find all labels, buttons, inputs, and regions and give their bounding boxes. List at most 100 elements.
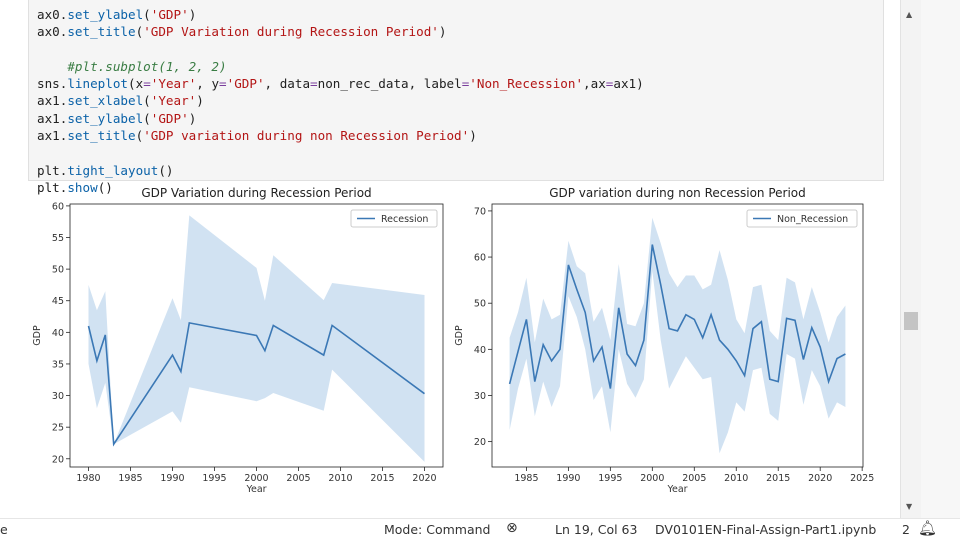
- y-tick-label: 45: [52, 296, 64, 307]
- notebook-area: ax0.set_ylabel('GDP') ax0.set_title('GDP…: [0, 0, 900, 518]
- code-token: set_title: [67, 24, 136, 40]
- y-tick-label: 30: [474, 391, 486, 402]
- code-token: ax1): [613, 76, 644, 92]
- chart-title: GDP Variation during Recession Period: [141, 186, 371, 200]
- x-tick-label: 1985: [514, 473, 538, 484]
- code-token: ax0.: [37, 7, 68, 22]
- x-tick-label: 2015: [370, 473, 394, 484]
- y-tick-label: 70: [474, 206, 486, 217]
- code-token: set_xlabel: [67, 93, 144, 109]
- x-tick-label: 2000: [244, 473, 268, 484]
- code-token: set_title: [67, 128, 136, 144]
- code-line: ax0.set_ylabel('GDP'): [37, 7, 196, 22]
- y-tick-label: 50: [474, 299, 486, 310]
- plot-figure: 1980 1985 1990 1995 2000 2005 2010 2015 20202025…: [32, 186, 874, 495]
- x-tick-label: 1990: [556, 473, 580, 484]
- status-mode[interactable]: Mode: Command: [384, 522, 491, 537]
- code-token: set_ylabel: [67, 7, 144, 22]
- code-token: (: [135, 24, 144, 40]
- scroll-down-icon[interactable]: ▼: [906, 502, 913, 511]
- code-token: tight_layout: [67, 162, 159, 178]
- y-tick-label: 40: [52, 328, 64, 339]
- x-tick-label: 2005: [286, 473, 310, 484]
- y-tick-label: 20: [52, 454, 64, 465]
- code-token: (): [158, 162, 174, 178]
- chart-title: GDP variation during non Recession Perio…: [549, 186, 806, 200]
- code-token: 'GDP Variation during Recession Period': [143, 24, 439, 40]
- y-tick-label: 35: [52, 359, 64, 370]
- y-tick-label: 60: [52, 201, 64, 212]
- legend-box: [746, 209, 858, 228]
- legend-label: Recession: [381, 214, 428, 225]
- scrollbar-thumb[interactable]: [904, 312, 918, 330]
- code-line: ax1.set_xlabel('Year'): [37, 93, 204, 108]
- cell-output: 1980 1985 1990 1995 2000 2005 2010 2015 2020 20 25…: [0, 182, 900, 518]
- legend: Recession: [350, 209, 438, 228]
- code-token: set_ylabel: [67, 110, 144, 126]
- x-tick-label: 1990: [160, 473, 184, 484]
- code-line: plt.tight_layout(): [37, 163, 174, 178]
- code-token: =: [310, 76, 318, 92]
- x-tick-label: 2010: [328, 473, 352, 484]
- code-token: ): [188, 110, 197, 126]
- status-left-text: e: [0, 522, 8, 537]
- status-bar: e Mode: Command ⊗ Ln 19, Col 63 DV0101EN…: [0, 518, 960, 541]
- status-filename[interactable]: DV0101EN-Final-Assign-Part1.ipynb: [655, 522, 877, 537]
- status-cursor-position[interactable]: Ln 19, Col 63: [555, 522, 638, 537]
- y-tick-label: 20: [474, 437, 486, 448]
- x-tick-label: 2010: [724, 473, 748, 484]
- code-token: (x: [128, 76, 144, 92]
- code-token: (): [97, 179, 113, 195]
- code-token: ): [469, 128, 477, 144]
- code-token: plt.: [37, 162, 68, 178]
- code-token: 'GDP variation during non Recession Peri…: [143, 128, 470, 144]
- x-tick-label: 2005: [682, 473, 706, 484]
- code-editor[interactable]: ax0.set_ylabel('GDP') ax0.set_title('GDP…: [37, 6, 644, 196]
- code-token: ax1.: [37, 110, 68, 126]
- code-token: 'GDP': [150, 7, 189, 22]
- code-line: #plt.subplot(1, 2, 2): [37, 59, 226, 74]
- code-line: ax1.set_title('GDP variation during non …: [37, 128, 477, 143]
- code-token: show: [67, 179, 98, 195]
- y-tick-label: 55: [52, 233, 64, 244]
- code-token: (: [143, 7, 151, 22]
- code-token: (: [143, 110, 151, 126]
- confidence-band: [88, 215, 425, 462]
- y-tick-label: 50: [52, 265, 64, 276]
- x-axis-label: Year: [666, 484, 687, 495]
- chart-2: 1985 1990 1995 2000 2005 2010 2015 2020 20252030…: [454, 186, 874, 495]
- code-line: plt.show(): [37, 180, 113, 195]
- code-token: 'Year': [150, 76, 197, 92]
- x-tick-label: 2020: [808, 473, 832, 484]
- x-tick-label: 1985: [118, 473, 142, 484]
- x-tick-label: 1995: [598, 473, 622, 484]
- code-cell[interactable]: ax0.set_ylabel('GDP') ax0.set_title('GDP…: [28, 0, 884, 195]
- y-tick-label: 25: [52, 423, 64, 434]
- chart-1: 1980 1985 1990 1995 2000 2005 2010 2015 20202025…: [32, 186, 444, 495]
- code-token: ): [188, 7, 197, 22]
- status-count: 2: [902, 522, 910, 537]
- vertical-scrollbar[interactable]: ▲ ▼: [900, 0, 921, 518]
- bell-icon[interactable]: 🔔︎: [918, 519, 938, 537]
- code-token: , data: [264, 76, 311, 92]
- notification-off-icon[interactable]: ⊗: [506, 520, 518, 536]
- x-tick-label: 2025: [850, 473, 874, 484]
- code-token: ): [196, 93, 204, 109]
- y-tick-label: 40: [474, 345, 486, 356]
- legend: Non_Recession: [746, 209, 858, 228]
- x-tick-label: 2015: [766, 473, 790, 484]
- code-token: (: [143, 93, 151, 109]
- code-token: ,ax: [583, 76, 606, 92]
- series-line: [508, 244, 846, 389]
- x-tick-label: 2000: [640, 473, 664, 484]
- code-token: 'GDP': [150, 110, 189, 126]
- code-token: sns.: [37, 76, 68, 92]
- scroll-up-icon[interactable]: ▲: [906, 10, 913, 19]
- code-token: =: [219, 76, 227, 92]
- code-token: non_rec_data, label: [317, 76, 462, 92]
- code-token: 'GDP': [226, 76, 265, 92]
- x-tick-label: 1995: [202, 473, 226, 484]
- legend-box: [350, 209, 438, 228]
- code-token: (: [135, 128, 144, 144]
- code-token: [37, 59, 67, 74]
